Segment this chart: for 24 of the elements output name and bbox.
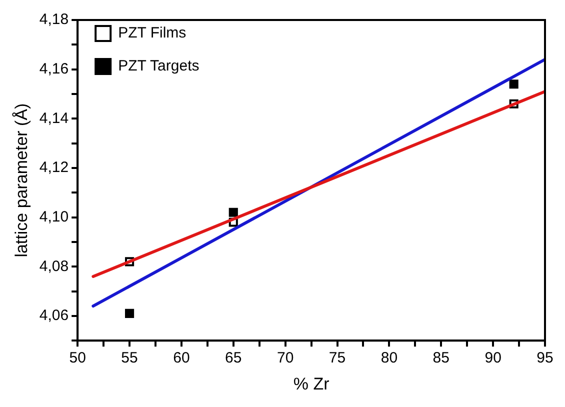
y-tick-label: 4,10 [39,208,69,226]
y-tick-label: 4,08 [39,258,69,275]
x-tick-label: 85 [432,350,450,367]
x-tick-label: 70 [276,350,294,367]
y-tick-label: 4,12 [39,159,69,176]
x-tick-label: 55 [121,350,138,367]
x-tick-label: 75 [328,350,346,367]
legend-label: PZT Films [118,24,186,42]
legend-label: PZT Targets [118,58,200,75]
x-tick-label: 65 [225,350,242,367]
x-tick-label: 80 [380,350,398,367]
x-axis-title: % Zr [293,374,330,394]
x-tick-label: 90 [484,350,502,367]
point [509,80,518,89]
x-tick-label: 60 [173,350,190,367]
x-tick-label: 95 [536,350,554,367]
y-tick-label: 4,18 [39,11,69,28]
point [228,208,238,217]
point [124,308,134,318]
y-axis-title: lattice parameter (Å) [12,103,31,258]
y-tick-label: 4,16 [39,60,69,78]
y-tick-label: 4,06 [39,307,69,324]
y-tick-label: 4,14 [39,110,69,127]
x-tick-label: 50 [69,350,86,367]
